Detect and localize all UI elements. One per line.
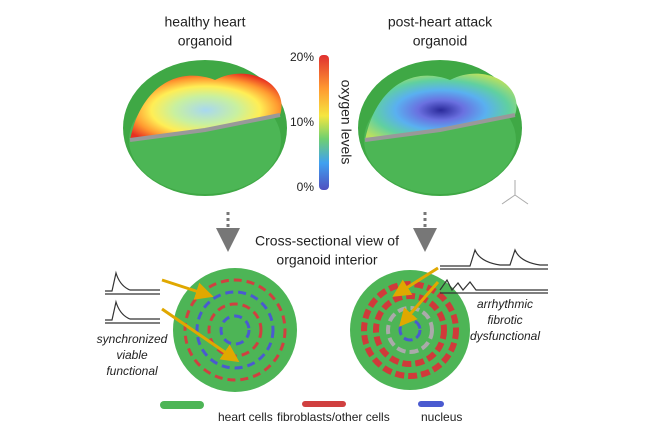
panel-title: healthy heart — [165, 14, 246, 30]
annotation: viable — [116, 348, 148, 362]
colorbar — [319, 55, 329, 190]
traces — [105, 248, 548, 324]
legend-swatch — [160, 401, 204, 409]
healthy-organoid — [123, 60, 287, 196]
legend-swatch — [302, 401, 346, 407]
section-title: Cross-sectional view of — [255, 233, 399, 249]
pointer-arrows — [161, 266, 440, 363]
colorbar-tick: 10% — [290, 115, 314, 129]
mi-section — [350, 270, 470, 390]
annotation: arrhythmic — [477, 297, 533, 311]
annotation: fibrotic — [487, 313, 522, 327]
legend-label: nucleus — [421, 410, 462, 424]
colorbar-label: oxygen levels — [338, 80, 354, 165]
section-title: organoid interior — [276, 252, 378, 268]
annotation: dysfunctional — [470, 329, 540, 343]
panel-title: organoid — [178, 33, 233, 49]
colorbar-tick: 20% — [290, 50, 314, 64]
panel-title: organoid — [413, 33, 468, 49]
annotation: synchronized — [97, 332, 168, 346]
annotation: functional — [106, 364, 158, 378]
panel-title: post-heart attack — [388, 14, 493, 30]
legend-swatch — [418, 401, 444, 407]
legend-label: heart cells — [218, 410, 273, 424]
legend: heart cells fibroblasts/other cells nucl… — [160, 401, 462, 424]
colorbar-tick: 0% — [297, 180, 315, 194]
mi-organoid — [358, 60, 522, 196]
axis-glyph — [501, 180, 529, 205]
legend-label: fibroblasts/other cells — [277, 410, 390, 424]
